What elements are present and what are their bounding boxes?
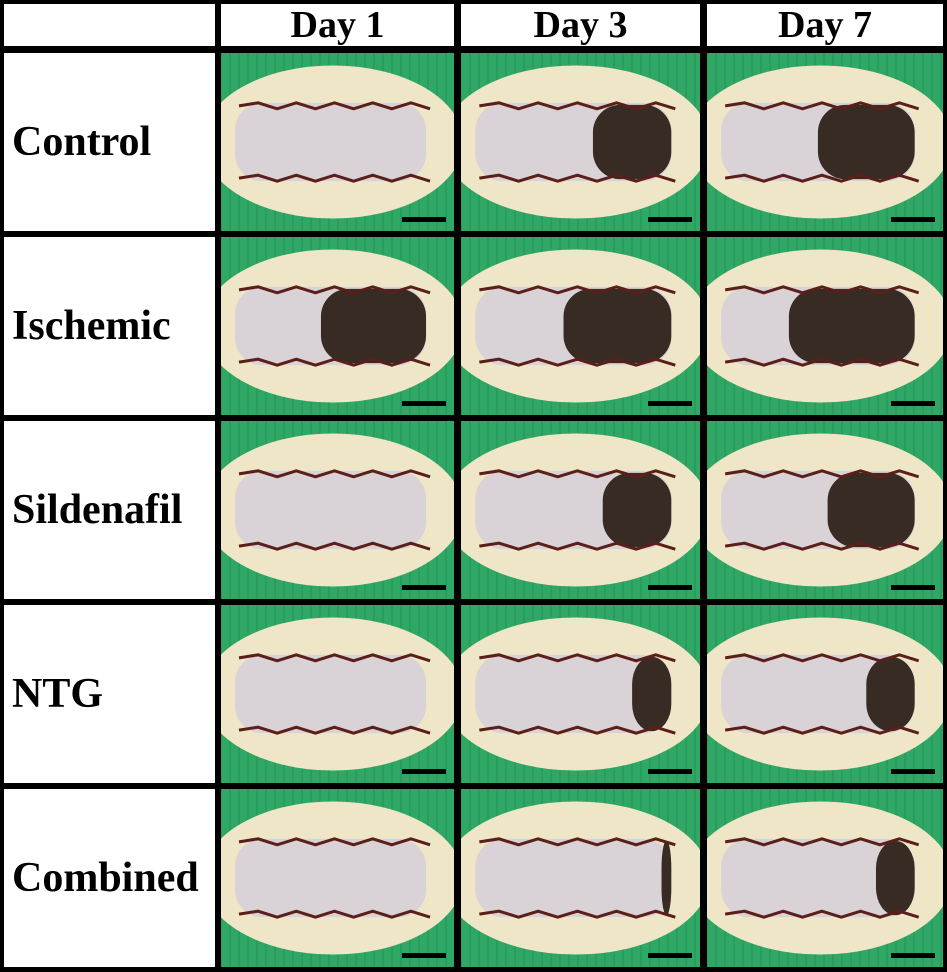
necrotic-region bbox=[866, 656, 915, 732]
scale-bar bbox=[648, 769, 692, 774]
suture-line-top bbox=[724, 285, 920, 295]
necrotic-region bbox=[661, 840, 672, 916]
flap-photo-combined-day-1 bbox=[221, 789, 454, 967]
suture-line-bottom bbox=[479, 725, 676, 735]
necrotic-region bbox=[563, 288, 672, 364]
row-label-ntg: NTG bbox=[4, 605, 215, 783]
skin-flap bbox=[234, 838, 427, 918]
suture-line-top bbox=[238, 653, 431, 663]
suture-line-bottom bbox=[479, 909, 676, 919]
row-label-combined: Combined bbox=[4, 789, 215, 967]
suture-line-top bbox=[238, 469, 431, 479]
flap-photo-ischemic-day-7 bbox=[707, 237, 943, 415]
skin-flap bbox=[475, 654, 672, 734]
column-header-day-7: Day 7 bbox=[707, 4, 943, 46]
scale-bar bbox=[648, 585, 692, 590]
row-label-control: Control bbox=[4, 53, 215, 231]
suture-line-bottom bbox=[724, 357, 920, 367]
suture-line-top bbox=[238, 285, 431, 295]
flap-photo-combined-day-3 bbox=[461, 789, 700, 967]
row-label-sildenafil: Sildenafil bbox=[4, 421, 215, 599]
scale-bar bbox=[402, 217, 446, 222]
suture-line-bottom bbox=[724, 173, 920, 183]
skin-flap bbox=[475, 838, 672, 918]
skin-flap bbox=[234, 470, 427, 550]
suture-line-bottom bbox=[479, 357, 676, 367]
scale-bar bbox=[891, 217, 935, 222]
scale-bar bbox=[402, 401, 446, 406]
suture-line-top bbox=[479, 285, 676, 295]
skin-flap bbox=[721, 654, 915, 734]
flap-photo-ntg-day-7 bbox=[707, 605, 943, 783]
suture-line-bottom bbox=[238, 725, 431, 735]
scale-bar bbox=[402, 769, 446, 774]
suture-line-bottom bbox=[238, 357, 431, 367]
flap-photo-control-day-7 bbox=[707, 53, 943, 231]
suture-line-bottom bbox=[238, 173, 431, 183]
column-header-day-1: Day 1 bbox=[221, 4, 454, 46]
suture-line-bottom bbox=[238, 541, 431, 551]
scale-bar bbox=[648, 953, 692, 958]
necrotic-region bbox=[788, 288, 915, 364]
flap-photo-sildenafil-day-3 bbox=[461, 421, 700, 599]
scale-bar bbox=[648, 217, 692, 222]
scale-bar bbox=[891, 953, 935, 958]
suture-line-bottom bbox=[479, 173, 676, 183]
suture-line-top bbox=[479, 469, 676, 479]
suture-line-bottom bbox=[724, 725, 920, 735]
scale-bar bbox=[891, 401, 935, 406]
corner-cell bbox=[4, 4, 215, 46]
suture-line-top bbox=[238, 101, 431, 111]
suture-line-bottom bbox=[238, 909, 431, 919]
necrotic-region bbox=[602, 472, 672, 548]
skin-flap bbox=[234, 654, 427, 734]
flap-photo-ischemic-day-1 bbox=[221, 237, 454, 415]
flap-photo-ischemic-day-3 bbox=[461, 237, 700, 415]
flap-photo-combined-day-7 bbox=[707, 789, 943, 967]
flap-photo-ntg-day-3 bbox=[461, 605, 700, 783]
row-label-ischemic: Ischemic bbox=[4, 237, 215, 415]
necrotic-region bbox=[875, 840, 915, 916]
scale-bar bbox=[402, 953, 446, 958]
necrotic-region bbox=[320, 288, 427, 364]
flap-photo-ntg-day-1 bbox=[221, 605, 454, 783]
suture-line-top bbox=[479, 653, 676, 663]
suture-line-top bbox=[724, 653, 920, 663]
suture-line-top bbox=[724, 101, 920, 111]
flap-photo-control-day-3 bbox=[461, 53, 700, 231]
suture-line-bottom bbox=[724, 909, 920, 919]
scale-bar bbox=[402, 585, 446, 590]
suture-line-top bbox=[479, 837, 676, 847]
skin-flap bbox=[721, 838, 915, 918]
flap-photo-control-day-1 bbox=[221, 53, 454, 231]
scale-bar bbox=[891, 585, 935, 590]
necrotic-region bbox=[827, 472, 915, 548]
necrotic-region bbox=[817, 104, 915, 180]
suture-line-top bbox=[724, 469, 920, 479]
scale-bar bbox=[891, 769, 935, 774]
suture-line-bottom bbox=[724, 541, 920, 551]
skin-flap bbox=[234, 102, 427, 182]
suture-line-top bbox=[479, 101, 676, 111]
necrotic-region bbox=[632, 656, 672, 732]
scale-bar bbox=[648, 401, 692, 406]
necrotic-region bbox=[592, 104, 672, 180]
flap-photo-sildenafil-day-1 bbox=[221, 421, 454, 599]
suture-line-bottom bbox=[479, 541, 676, 551]
suture-line-top bbox=[724, 837, 920, 847]
suture-line-top bbox=[238, 837, 431, 847]
flap-photo-sildenafil-day-7 bbox=[707, 421, 943, 599]
column-header-day-3: Day 3 bbox=[461, 4, 700, 46]
